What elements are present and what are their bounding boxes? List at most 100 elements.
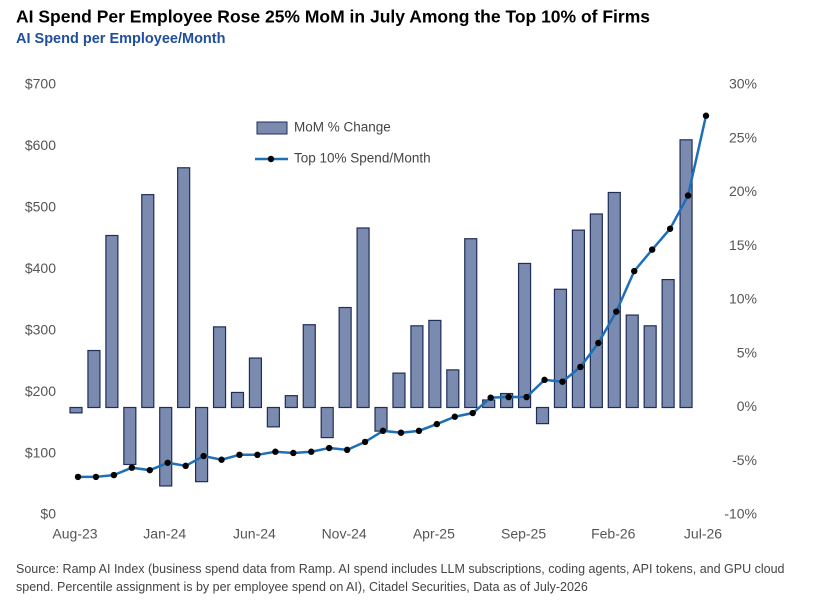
line-point	[308, 448, 315, 455]
line-point	[164, 459, 171, 466]
bar	[320, 406, 334, 439]
x-tick-label: Jan-24	[143, 526, 186, 542]
y2-tick-label: 10%	[729, 291, 757, 307]
x-tick-label: Feb-26	[591, 526, 636, 542]
line-point	[272, 448, 279, 455]
y2-tick-label: 0%	[737, 398, 757, 414]
bar	[87, 349, 101, 409]
x-tick-label: Aug-23	[52, 526, 97, 542]
line-point	[146, 466, 153, 474]
bar	[392, 372, 406, 409]
line-point	[128, 464, 136, 471]
bar	[338, 306, 352, 409]
line-point	[236, 451, 243, 458]
line-point	[182, 462, 189, 470]
x-tick-label: Sep-25	[501, 526, 546, 542]
line-point	[343, 446, 351, 454]
bar	[141, 194, 155, 409]
y2-tick-label: 25%	[729, 129, 757, 145]
y-tick-label: $600	[25, 137, 56, 153]
line-point	[541, 376, 548, 384]
y2-tick-label: 30%	[729, 76, 757, 92]
line-point	[648, 246, 656, 253]
line-point	[631, 267, 638, 275]
bar	[230, 391, 245, 409]
legend-swatch	[267, 155, 275, 163]
x-tick-label: Apr-25	[413, 526, 455, 542]
line-point	[361, 438, 369, 446]
chart: AI Spend Per Employee Rose 25% MoM in Ju…	[16, 7, 757, 542]
line-point	[577, 363, 584, 371]
y2-tick-label: -10%	[724, 506, 757, 522]
line-point	[505, 393, 512, 401]
bar	[302, 324, 316, 409]
legend-label: Top 10% Spend/Month	[294, 151, 431, 166]
line-point	[290, 449, 297, 457]
line-point	[110, 471, 118, 479]
legend-label: MoM % Change	[294, 120, 391, 135]
line-point	[523, 393, 530, 401]
line-point	[684, 192, 692, 199]
line-point	[595, 339, 602, 347]
bar	[195, 406, 209, 483]
line-point	[487, 394, 494, 401]
line-point	[613, 308, 620, 315]
bar	[69, 406, 83, 414]
y-tick-label: $700	[25, 76, 56, 92]
bar	[661, 278, 675, 409]
bar	[428, 319, 442, 409]
line-point	[451, 413, 458, 420]
line-point	[92, 473, 100, 481]
bar	[446, 369, 460, 409]
y2-tick-label: 20%	[729, 183, 757, 199]
bar	[177, 167, 191, 409]
x-tick-label: Jun-24	[233, 526, 276, 542]
bar	[248, 357, 263, 409]
bar	[517, 262, 532, 409]
x-tick-label: Nov-24	[322, 526, 367, 542]
line-point	[702, 112, 710, 119]
bar	[607, 191, 621, 409]
line-point	[559, 378, 566, 385]
line-point	[200, 452, 207, 460]
bar	[266, 406, 280, 428]
bar	[535, 406, 550, 425]
chart-title: AI Spend Per Employee Rose 25% MoM in Ju…	[16, 7, 650, 27]
bar	[625, 314, 639, 409]
bar	[589, 213, 603, 409]
bar	[679, 139, 693, 409]
bar	[410, 325, 424, 409]
y-tick-label: $400	[25, 260, 56, 276]
y-tick-label: $100	[25, 444, 56, 460]
y-tick-label: $500	[25, 199, 56, 215]
footnote: Source: Ramp AI Index (business spend da…	[16, 562, 785, 594]
bar	[643, 325, 657, 409]
bar	[212, 326, 227, 409]
bar	[464, 238, 478, 409]
line-point	[666, 225, 674, 232]
line-point	[218, 456, 225, 463]
bar	[123, 406, 137, 466]
line-point	[379, 427, 387, 435]
bar	[571, 229, 586, 409]
y-tick-label: $200	[25, 383, 56, 399]
bar	[105, 234, 119, 409]
line-point	[74, 473, 82, 481]
chart-subtitle: AI Spend per Employee/Month	[16, 31, 225, 47]
line-point	[254, 451, 261, 458]
y2-tick-label: 15%	[729, 237, 757, 253]
bar	[553, 288, 568, 409]
y2-tick-label: -5%	[732, 452, 757, 468]
line-point	[415, 427, 423, 435]
y-tick-label: $0	[40, 506, 56, 522]
bar	[159, 406, 173, 487]
bar	[374, 406, 388, 432]
legend-swatch	[256, 121, 288, 135]
x-tick-label: Jul-26	[684, 526, 722, 542]
line-point	[397, 429, 405, 436]
line-point	[326, 444, 333, 452]
y2-tick-label: 5%	[737, 344, 757, 360]
line-point	[469, 409, 476, 417]
